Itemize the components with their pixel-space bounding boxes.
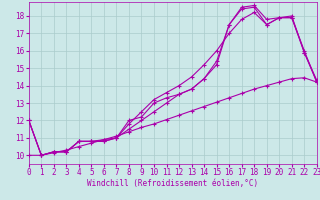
- X-axis label: Windchill (Refroidissement éolien,°C): Windchill (Refroidissement éolien,°C): [87, 179, 258, 188]
